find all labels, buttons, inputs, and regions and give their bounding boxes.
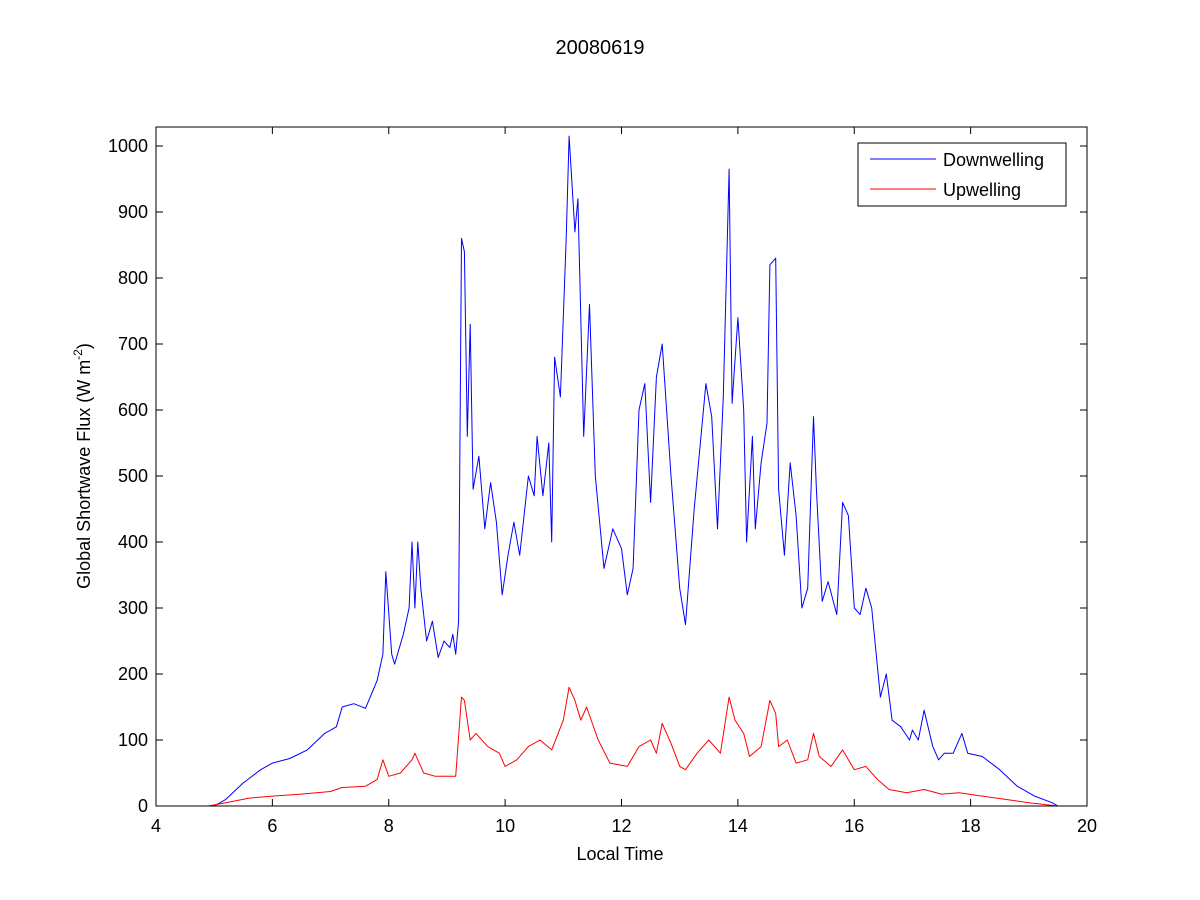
x-tick-label: 4 [151, 816, 161, 836]
x-tick-label: 20 [1077, 816, 1097, 836]
x-tick-label: 12 [611, 816, 631, 836]
y-tick-label: 900 [118, 202, 148, 222]
x-tick-label: 6 [267, 816, 277, 836]
x-tick-label: 14 [728, 816, 748, 836]
x-tick-label: 10 [495, 816, 515, 836]
legend: Downwelling Upwelling [857, 142, 1067, 207]
series-line-upwelling [208, 686, 1058, 807]
y-tick-label: 600 [118, 400, 148, 420]
y-axis-label-close: ) [74, 343, 94, 349]
plot-area [156, 127, 1087, 806]
x-tick-label: 16 [844, 816, 864, 836]
y-tick-label: 1000 [108, 136, 148, 156]
y-tick-label: 200 [118, 664, 148, 684]
legend-box [857, 142, 1067, 207]
x-axis-label: Local Time [576, 844, 663, 864]
y-axis-label: Global Shortwave Flux (W m-2) [71, 343, 94, 589]
x-axis: 4 6 8 10 12 14 16 18 20 [151, 127, 1097, 836]
x-tick-label: 18 [961, 816, 981, 836]
series-line-downwelling [213, 135, 1059, 807]
y-axis: 0 100 200 300 400 500 600 700 800 900 1000 [108, 136, 1087, 816]
series-layer [208, 135, 1059, 807]
y-tick-label: 300 [118, 598, 148, 618]
y-tick-label: 500 [118, 466, 148, 486]
y-axis-label-main: Global Shortwave Flux (W m [74, 360, 94, 589]
y-tick-label: 100 [118, 730, 148, 750]
x-tick-label: 8 [384, 816, 394, 836]
chart-title: 20080619 [556, 37, 645, 59]
y-tick-label: 800 [118, 268, 148, 288]
legend-label-upwelling: Upwelling [943, 180, 1021, 200]
y-axis-label-sup: -2 [71, 349, 85, 360]
y-tick-label: 0 [138, 796, 148, 816]
y-tick-label: 400 [118, 532, 148, 552]
y-tick-label: 700 [118, 334, 148, 354]
legend-label-downwelling: Downwelling [943, 150, 1044, 170]
